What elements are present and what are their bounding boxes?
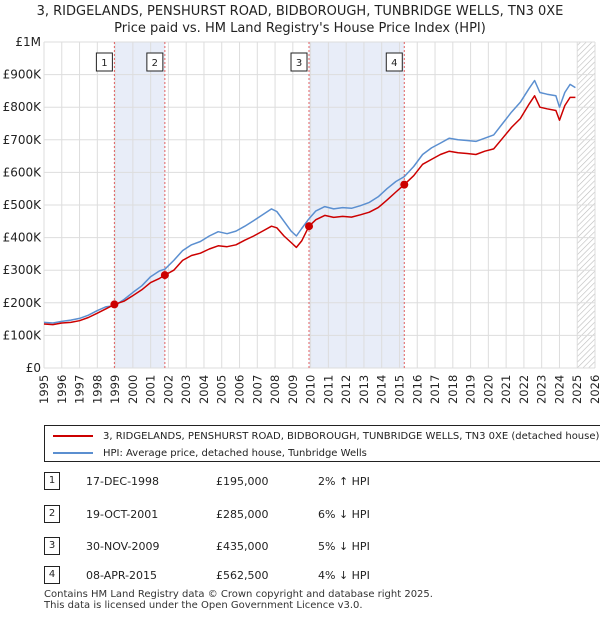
sale-point [110, 300, 119, 309]
x-tick-label: 2009 [286, 375, 300, 404]
x-tick-label: 1995 [37, 375, 51, 404]
x-tick-label: 2019 [464, 375, 478, 404]
footer: Contains HM Land Registry data © Crown c… [44, 589, 433, 611]
x-tick-label: 2024 [552, 375, 566, 404]
sale-label: 2 [152, 58, 158, 69]
legend-swatch-property [53, 435, 93, 437]
chart-subtitle: Price paid vs. HM Land Registry's House … [114, 21, 486, 36]
chart-legend: 3, RIDGELANDS, PENSHURST ROAD, BIDBOROUG… [44, 425, 600, 462]
sale-hpi-diff: 4% ↓ HPI [318, 569, 370, 582]
x-tick-label: 2023 [535, 375, 549, 404]
x-tick-label: 2025 [570, 375, 584, 404]
sale-number-badge: 2 [44, 505, 60, 523]
sale-point [400, 180, 409, 189]
sale-point [160, 271, 169, 280]
x-tick-label: 2021 [499, 375, 513, 404]
x-tick-label: 2020 [481, 375, 495, 404]
x-tick-label: 2008 [268, 375, 282, 404]
sale-date: 17-DEC-1998 [86, 475, 160, 488]
y-tick-label: £700K [3, 133, 43, 147]
x-tick-label: 2010 [304, 375, 318, 404]
sale-number-badge: 3 [44, 537, 60, 555]
y-tick-label: £300K [3, 263, 43, 277]
x-tick-label: 2003 [179, 375, 193, 404]
sale-date: 19-OCT-2001 [86, 508, 159, 521]
price-chart: 1 2 3 4 £0 £100K £200K £300K £400K £500K £600K £700… [3, 35, 600, 404]
x-tick-label: 2013 [357, 375, 371, 404]
x-tick-label: 2014 [375, 375, 389, 404]
x-tick-label: 2002 [161, 375, 175, 404]
x-tick-label: 2001 [144, 375, 158, 404]
property-price-line [43, 95, 576, 326]
x-tick-label: 2000 [126, 375, 140, 404]
x-tick-label: 2018 [446, 375, 460, 404]
sale-label: 3 [296, 58, 302, 69]
x-tick-label: 2005 [215, 375, 229, 404]
x-tick-label: 2022 [517, 375, 531, 404]
x-tick-label: 1997 [73, 375, 87, 404]
x-tick-label: 2011 [321, 375, 335, 404]
y-tick-label: £200K [3, 296, 43, 310]
y-tick-label: £0 [26, 361, 41, 375]
x-tick-label: 2016 [410, 375, 424, 404]
sale-price: £562,500 [216, 569, 269, 582]
x-tick-label: 2004 [197, 375, 211, 404]
sale-hpi-diff: 5% ↓ HPI [318, 540, 370, 553]
sale-label-box [290, 52, 308, 72]
legend-item-property: 3, RIDGELANDS, PENSHURST ROAD, BIDBOROUG… [45, 427, 599, 445]
sale-price: £435,000 [216, 540, 269, 553]
sale-point [305, 222, 314, 231]
sale-price: £195,000 [216, 475, 269, 488]
x-tick-label: 1999 [108, 375, 122, 404]
chart-title: 3, RIDGELANDS, PENSHURST ROAD, BIDBOROUG… [36, 4, 564, 19]
legend-label-property: 3, RIDGELANDS, PENSHURST ROAD, BIDBOROUG… [103, 430, 600, 442]
sale-label: 4 [391, 58, 397, 69]
x-tick-label: 1996 [55, 375, 69, 404]
legend-swatch-hpi [53, 452, 93, 454]
x-tick-label: 2007 [250, 375, 264, 404]
footer-copyright: Contains HM Land Registry data © Crown c… [44, 589, 433, 600]
sale-label-box [385, 52, 403, 72]
hpi-line [43, 79, 576, 324]
sale-label-box [146, 52, 164, 72]
sale-hpi-diff: 2% ↑ HPI [318, 475, 370, 488]
sale-number-badge: 4 [44, 566, 60, 584]
sale-number-badge: 1 [44, 472, 60, 490]
x-tick-label: 2006 [233, 375, 247, 404]
sale-row: 1 17-DEC-1998 £195,000 2% ↑ HPI [0, 472, 600, 492]
sale-hpi-diff: 6% ↓ HPI [318, 508, 370, 521]
sale-label: 1 [101, 58, 107, 69]
x-tick-label: 2012 [339, 375, 353, 404]
y-tick-label: £1M [15, 35, 41, 49]
sale-date: 30-NOV-2009 [86, 540, 160, 553]
sale-row: 4 08-APR-2015 £562,500 4% ↓ HPI [0, 566, 600, 586]
x-tick-label: 2026 [588, 375, 600, 404]
legend-item-hpi: HPI: Average price, detached house, Tunb… [45, 444, 367, 461]
y-tick-label: £400K [3, 231, 43, 245]
sale-label-box [95, 52, 113, 72]
y-tick-label: £600K [3, 165, 43, 179]
sale-date: 08-APR-2015 [86, 569, 158, 582]
y-tick-label: £900K [3, 68, 43, 82]
footer-licence: This data is licensed under the Open Gov… [44, 600, 363, 611]
sale-row: 2 19-OCT-2001 £285,000 6% ↓ HPI [0, 505, 600, 525]
y-tick-label: £800K [3, 100, 43, 114]
x-tick-label: 2017 [428, 375, 442, 404]
sale-price: £285,000 [216, 508, 269, 521]
x-tick-label: 1998 [90, 375, 104, 404]
x-tick-label: 2015 [392, 375, 406, 404]
sale-row: 3 30-NOV-2009 £435,000 5% ↓ HPI [0, 537, 600, 557]
legend-label-hpi: HPI: Average price, detached house, Tunb… [103, 447, 367, 459]
y-tick-label: £500K [3, 198, 43, 212]
y-tick-label: £100K [3, 328, 43, 342]
